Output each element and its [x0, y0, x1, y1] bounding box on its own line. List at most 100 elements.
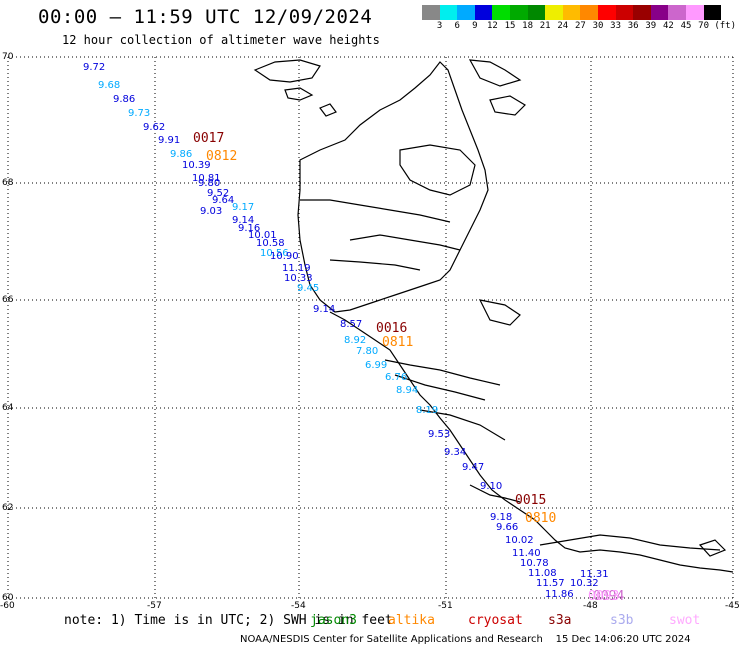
scale-label: 42: [662, 21, 674, 31]
lon-tick-label: -45: [725, 601, 740, 611]
scale-swatch: [545, 5, 563, 20]
swh-value-label: 9.18: [490, 512, 512, 523]
scale-swatch: [562, 5, 581, 20]
swh-value-label: 7.80: [356, 346, 378, 357]
swh-value-label: 10.02: [505, 535, 534, 546]
credit-line: NOAA/NESDIS Center for Satellite Applica…: [240, 634, 691, 645]
lon-tick-label: -54: [291, 601, 306, 611]
swh-value-label: 10.90: [270, 251, 299, 262]
lon-tick-label: -48: [583, 601, 598, 611]
scale-unit: (ft): [714, 21, 737, 31]
scale-label: 39: [645, 21, 657, 31]
swh-value-label: 11.31: [580, 569, 609, 580]
swh-value-label: 9.86: [113, 94, 135, 105]
satellite-legend-item: altika: [388, 613, 435, 628]
scale-swatch: [580, 5, 598, 20]
swh-value-label: 11.19: [282, 263, 311, 274]
track-time-label: 0812: [206, 149, 237, 164]
altimeter-track-labels: 9.729.689.869.739.629.919.8610.3910.819.…: [83, 62, 609, 600]
scale-swatch: [492, 5, 510, 20]
track-time-label: 0810: [525, 511, 556, 526]
satellite-legend-item: swot: [669, 613, 701, 628]
lat-tick-label: 62: [2, 503, 14, 513]
swh-value-label: 9.14: [313, 304, 335, 315]
swh-value-label: 9.16: [238, 223, 260, 234]
swh-value-label: 9.91: [158, 135, 180, 146]
swh-value-label: 10.58: [256, 238, 285, 249]
scale-label: 12: [486, 21, 498, 31]
swh-value-label: 9.66: [496, 522, 518, 533]
greenland-coastline: [253, 59, 734, 573]
scale-swatch: [527, 5, 546, 20]
track-time-label: 0094: [593, 589, 624, 604]
swh-value-label: 10.81: [192, 173, 221, 184]
scale-label: 15: [504, 21, 516, 31]
generated-time: 15 Dec 14:06:20 UTC 2024: [555, 634, 691, 645]
swh-value-label: 9.53: [428, 429, 450, 440]
scale-label: 36: [627, 21, 639, 31]
swh-value-label: 11.57: [536, 578, 565, 589]
swh-value-label: 6.76: [385, 372, 407, 383]
scale-swatch: [439, 5, 458, 20]
lat-tick-label: 66: [2, 295, 14, 305]
scale-swatch: [509, 5, 528, 20]
lat-lon-grid: [7, 56, 734, 599]
color-scale-bar: [422, 5, 722, 20]
swh-value-label: 9.64: [212, 195, 234, 206]
swh-value-label: 9.03: [200, 206, 222, 217]
lat-tick-label: 60: [2, 593, 14, 603]
scale-swatch: [474, 5, 493, 20]
swh-value-label: 9.62: [143, 122, 165, 133]
scale-label: 45: [680, 21, 692, 31]
track-time-label: 0017: [193, 131, 224, 146]
scale-label: 27: [574, 21, 586, 31]
scale-label: 70: [698, 21, 710, 31]
swh-value-label: 11.40: [512, 548, 541, 559]
swh-value-label: 10.01: [248, 230, 277, 241]
scale-swatch: [650, 5, 669, 20]
scale-swatch: [668, 5, 686, 20]
lat-tick-label: 68: [2, 178, 14, 188]
swh-value-label: 9.34: [444, 447, 466, 458]
swh-value-label: 8.57: [340, 319, 362, 330]
chart-subtitle: 12 hour collection of altimeter wave hei…: [62, 33, 380, 47]
credit-org: NOAA/NESDIS Center for Satellite Applica…: [240, 634, 543, 645]
note-text: note: 1) Time is in UTC; 2) SWH is in fe…: [64, 613, 393, 628]
swh-value-label: 9.80: [198, 178, 220, 189]
swh-value-label: 10.78: [520, 558, 549, 569]
swh-value-label: 9.47: [462, 462, 484, 473]
lon-tick-label: -51: [438, 601, 453, 611]
chart-title: 00:00 – 11:59 UTC 12/09/2024: [38, 6, 373, 28]
lat-tick-label: 70: [2, 52, 14, 62]
swh-value-label: 9.86: [170, 149, 192, 160]
lon-tick-label: -60: [0, 601, 15, 611]
scale-label: 33: [610, 21, 622, 31]
track-time-label: 0811: [382, 335, 413, 350]
swh-value-label: 6.99: [365, 360, 387, 371]
scale-label: 18: [522, 21, 534, 31]
swh-value-label: 9.73: [128, 108, 150, 119]
scale-swatch: [457, 5, 475, 20]
swh-value-label: 10.56: [260, 248, 289, 259]
scale-swatch: [615, 5, 634, 20]
satellite-legend-item: jason3: [310, 613, 357, 628]
track-time-label: 0015: [515, 493, 546, 508]
scale-label: 30: [592, 21, 604, 31]
satellite-legend-item: s3b: [610, 613, 634, 628]
swh-value-label: 9.14: [232, 215, 254, 226]
satellite-legend-item: cryosat: [468, 613, 523, 628]
swh-value-label: 8.92: [344, 335, 366, 346]
swh-value-label: 11.86: [545, 589, 574, 600]
swh-value-label: 9.17: [232, 202, 254, 213]
scale-swatch: [685, 5, 704, 20]
track-time-label: 0016: [376, 321, 407, 336]
scale-label: 6: [454, 21, 460, 31]
swh-value-label: 10.32: [570, 578, 599, 589]
swh-value-label: 10.39: [182, 160, 211, 171]
swh-value-label: 8.94: [396, 385, 418, 396]
swh-value-label: 11.08: [528, 568, 557, 579]
scale-label: 21: [539, 21, 551, 31]
swh-value-label: 9.10: [480, 481, 502, 492]
swh-value-label: 9.72: [83, 62, 105, 73]
